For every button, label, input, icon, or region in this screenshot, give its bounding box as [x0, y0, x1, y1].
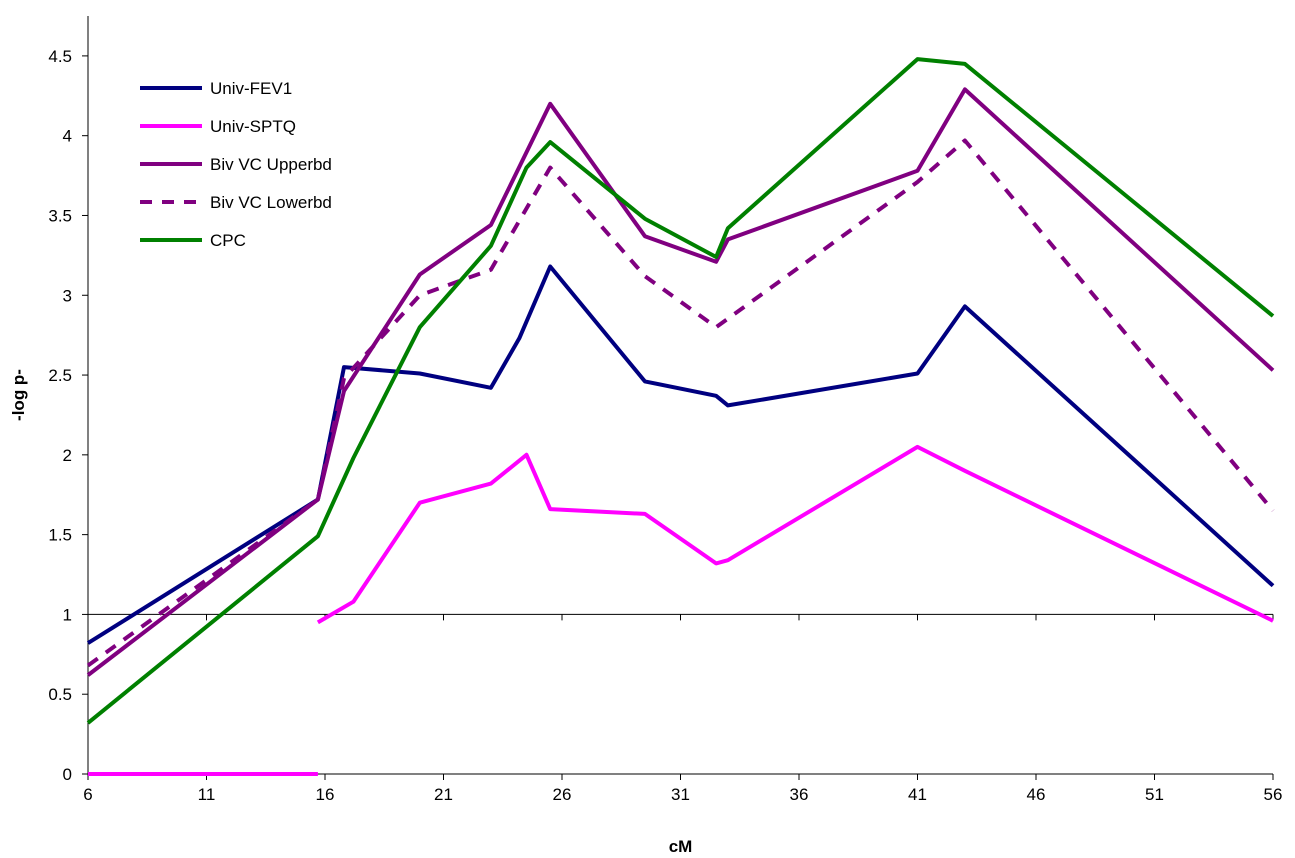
x-tick-label: 21 [434, 785, 453, 804]
y-tick-label: 1 [63, 605, 72, 624]
y-tick-label: 1.5 [48, 526, 72, 545]
axes: 0 0.5 1 1.5 2 2.5 3 3.5 4 4.5 6 11 16 21 26 31 36 41 46 51 5… [48, 16, 1282, 804]
y-tick-label: 4.5 [48, 47, 72, 66]
legend-label: CPC [210, 231, 246, 250]
x-tick-label: 36 [790, 785, 809, 804]
series-line-biv-vc-lowerbd [86, 138, 1275, 668]
legend-label: Univ-SPTQ [210, 117, 296, 136]
y-tick-label: 4 [63, 127, 72, 146]
legend-label: Biv VC Upperbd [210, 155, 332, 174]
x-tick-label: 41 [908, 785, 927, 804]
x-tick-label: 46 [1027, 785, 1046, 804]
series-line-univ-sptq [316, 444, 1274, 625]
legend: Univ-FEV1 Univ-SPTQ Biv VC Upperbd Biv VC L… [140, 79, 332, 250]
x-tick-label: 11 [198, 785, 216, 804]
x-axis-title: cM [669, 837, 693, 856]
series-line-biv-vc-upperbd [86, 87, 1275, 677]
x-tick-label: 56 [1264, 785, 1283, 804]
x-tick-label: 16 [316, 785, 335, 804]
y-tick-label: 3.5 [48, 206, 72, 225]
x-tick-label: 6 [83, 785, 92, 804]
series-line-cpc [86, 57, 1275, 725]
y-axis-title: -log p- [9, 369, 28, 421]
x-tick-label: 26 [553, 785, 572, 804]
x-tick-label: 31 [671, 785, 690, 804]
y-tick-label: 2.5 [48, 366, 72, 385]
x-tick-label: 51 [1145, 785, 1164, 804]
y-tick-label: 0.5 [48, 685, 72, 704]
y-tick-label: 0 [63, 765, 72, 784]
legend-label: Univ-FEV1 [210, 79, 292, 98]
y-tick-label: 3 [63, 286, 72, 305]
legend-label: Biv VC Lowerbd [210, 193, 332, 212]
series-layer [86, 57, 1275, 776]
y-tick-label: 2 [63, 446, 72, 465]
series-line-univ-fev1 [86, 264, 1275, 645]
